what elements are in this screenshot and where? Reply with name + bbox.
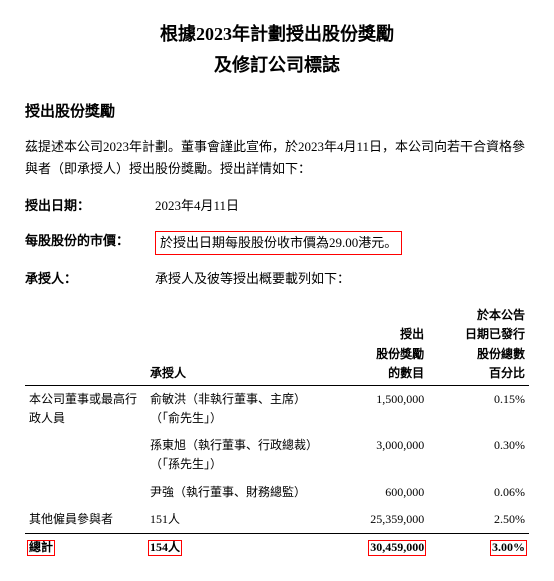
cell-name: 尹強（執行董事、財務總監） (146, 479, 317, 506)
price-value-wrap: 於授出日期每股股份收市價為29.00港元。 (155, 231, 529, 256)
grant-date-value: 2023年4月11日 (155, 196, 529, 217)
cell-shares: 3,000,000 (317, 432, 428, 478)
table-row: 尹強（執行董事、財務總監） 600,000 0.06% (25, 479, 529, 506)
grantee-intro: 承授人及彼等授出概要載列如下： (155, 269, 529, 290)
cell-name: 俞敏洪（非執行董事、主席）（「俞先生」） (146, 385, 317, 432)
table-total-row: 總計 154人 30,459,000 3.00% (25, 534, 529, 562)
cell-shares: 1,500,000 (317, 385, 428, 432)
cell-total-shares: 30,459,000 (317, 534, 428, 562)
grant-date-row: 授出日期： 2023年4月11日 (25, 196, 529, 217)
cell-name: 孫東旭（執行董事、行政總裁）（「孫先生」） (146, 432, 317, 478)
cell-pct: 0.06% (428, 479, 529, 506)
grantee-label: 承授人： (25, 269, 155, 290)
cell-pct: 2.50% (428, 506, 529, 534)
grant-table: 承授人 授出 股份獎勵 的數目 於本公告 日期已發行 股份總數 百分比 本公司董… (25, 304, 529, 561)
cell-pct: 0.30% (428, 432, 529, 478)
cell-total-count: 154人 (146, 534, 317, 562)
table-header-row: 承授人 授出 股份獎勵 的數目 於本公告 日期已發行 股份總數 百分比 (25, 304, 529, 385)
cell-pct: 0.15% (428, 385, 529, 432)
doc-title-line1: 根據2023年計劃授出股份獎勵 (25, 20, 529, 49)
price-label: 每股股份的市價： (25, 231, 155, 256)
cell-cat (25, 432, 146, 478)
cell-name: 151人 (146, 506, 317, 534)
cell-shares: 600,000 (317, 479, 428, 506)
cell-total-label: 總計 (25, 534, 146, 562)
table-row: 孫東旭（執行董事、行政總裁）（「孫先生」） 3,000,000 0.30% (25, 432, 529, 478)
cell-shares: 25,359,000 (317, 506, 428, 534)
grantee-row: 承授人： 承授人及彼等授出概要載列如下： (25, 269, 529, 290)
table-row: 其他僱員參與者 151人 25,359,000 2.50% (25, 506, 529, 534)
price-row: 每股股份的市價： 於授出日期每股股份收市價為29.00港元。 (25, 231, 529, 256)
th-pct: 於本公告 日期已發行 股份總數 百分比 (428, 304, 529, 385)
th-shares: 授出 股份獎勵 的數目 (317, 304, 428, 385)
table-body: 本公司董事或最高行政人員 俞敏洪（非執行董事、主席）（「俞先生」） 1,500,… (25, 385, 529, 561)
th-grantee: 承授人 (146, 304, 317, 385)
intro-paragraph: 茲提述本公司2023年計劃。董事會謹此宣佈，於2023年4月11日，本公司向若干… (25, 136, 529, 180)
cell-cat (25, 479, 146, 506)
cell-cat: 本公司董事或最高行政人員 (25, 385, 146, 432)
grant-date-label: 授出日期： (25, 196, 155, 217)
price-value-highlight: 於授出日期每股股份收市價為29.00港元。 (155, 231, 402, 256)
th-blank (25, 304, 146, 385)
cell-cat: 其他僱員參與者 (25, 506, 146, 534)
cell-total-pct: 3.00% (428, 534, 529, 562)
table-row: 本公司董事或最高行政人員 俞敏洪（非執行董事、主席）（「俞先生」） 1,500,… (25, 385, 529, 432)
section-heading: 授出股份獎勵 (25, 100, 529, 124)
doc-title-line2: 及修訂公司標誌 (25, 51, 529, 80)
